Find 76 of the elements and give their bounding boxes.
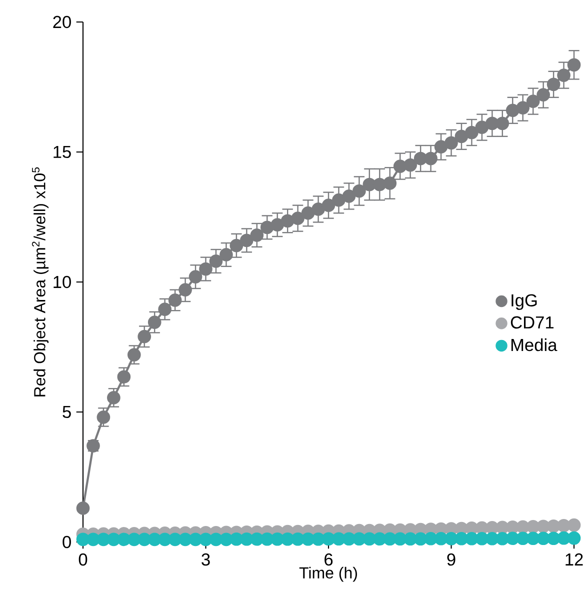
point: [178, 532, 192, 546]
point: [465, 532, 478, 546]
point: [148, 316, 162, 329]
legend-label: CD71: [510, 316, 554, 329]
point: [536, 88, 550, 102]
point: [301, 206, 315, 220]
point: [230, 238, 244, 252]
point: [270, 218, 284, 232]
point: [567, 518, 581, 532]
point: [312, 202, 325, 216]
point: [475, 120, 489, 134]
point: [506, 104, 520, 118]
point: [117, 370, 131, 384]
point: [352, 532, 366, 546]
point: [76, 502, 90, 515]
point: [250, 228, 264, 242]
point: [567, 58, 581, 72]
point: [557, 68, 570, 82]
point: [178, 283, 192, 296]
y-tick-label: 15: [54, 146, 71, 158]
point: [220, 248, 233, 262]
point: [260, 220, 274, 234]
point: [496, 116, 510, 130]
point: [86, 532, 100, 546]
point: [127, 348, 141, 362]
point: [199, 262, 212, 276]
point: [516, 532, 530, 546]
x-axis-title: Time (h): [299, 566, 357, 582]
point: [138, 330, 152, 344]
x-tick-label: 9: [447, 553, 456, 566]
point: [546, 78, 560, 92]
point: [404, 158, 418, 172]
point: [220, 532, 233, 546]
point: [342, 190, 356, 203]
point: [424, 532, 438, 546]
point: [280, 214, 294, 228]
point: [352, 184, 366, 198]
y-tick-label: 0: [62, 536, 71, 548]
point: [199, 532, 212, 546]
point: [465, 126, 478, 140]
point: [454, 130, 468, 144]
point: [404, 532, 418, 546]
x-tick-label: 3: [202, 553, 210, 566]
point: [434, 140, 448, 154]
point: [188, 270, 202, 284]
point: [383, 176, 397, 190]
point: [444, 136, 458, 150]
y-axis-title: Red Object Area (µm$^{2}$/well) x10$^{5}$: [32, 167, 49, 396]
point: [291, 212, 304, 225]
point: [291, 532, 304, 546]
point: [557, 531, 570, 545]
point: [158, 532, 172, 546]
point: [158, 302, 172, 316]
point: [209, 254, 223, 268]
point: [107, 391, 120, 404]
point: [96, 410, 110, 424]
x-tick-label: 12: [566, 553, 583, 566]
point: [444, 532, 458, 546]
point: [240, 234, 254, 248]
legend-label: Media: [511, 338, 558, 352]
point: [270, 532, 284, 546]
point: [312, 532, 325, 546]
x-tick-label: 0: [78, 553, 88, 566]
point: [567, 531, 581, 545]
point: [332, 193, 346, 207]
point: [516, 101, 530, 114]
point: [424, 152, 438, 166]
x-tick-label: 6: [324, 553, 333, 566]
point: [536, 532, 550, 546]
point: [526, 94, 540, 108]
point: [168, 294, 182, 307]
y-tick-label: 10: [54, 276, 71, 288]
y-tick-label: 20: [53, 16, 71, 28]
point: [322, 198, 336, 212]
y-tick-label: 5: [62, 406, 71, 418]
legend-label: IgG: [512, 294, 537, 310]
